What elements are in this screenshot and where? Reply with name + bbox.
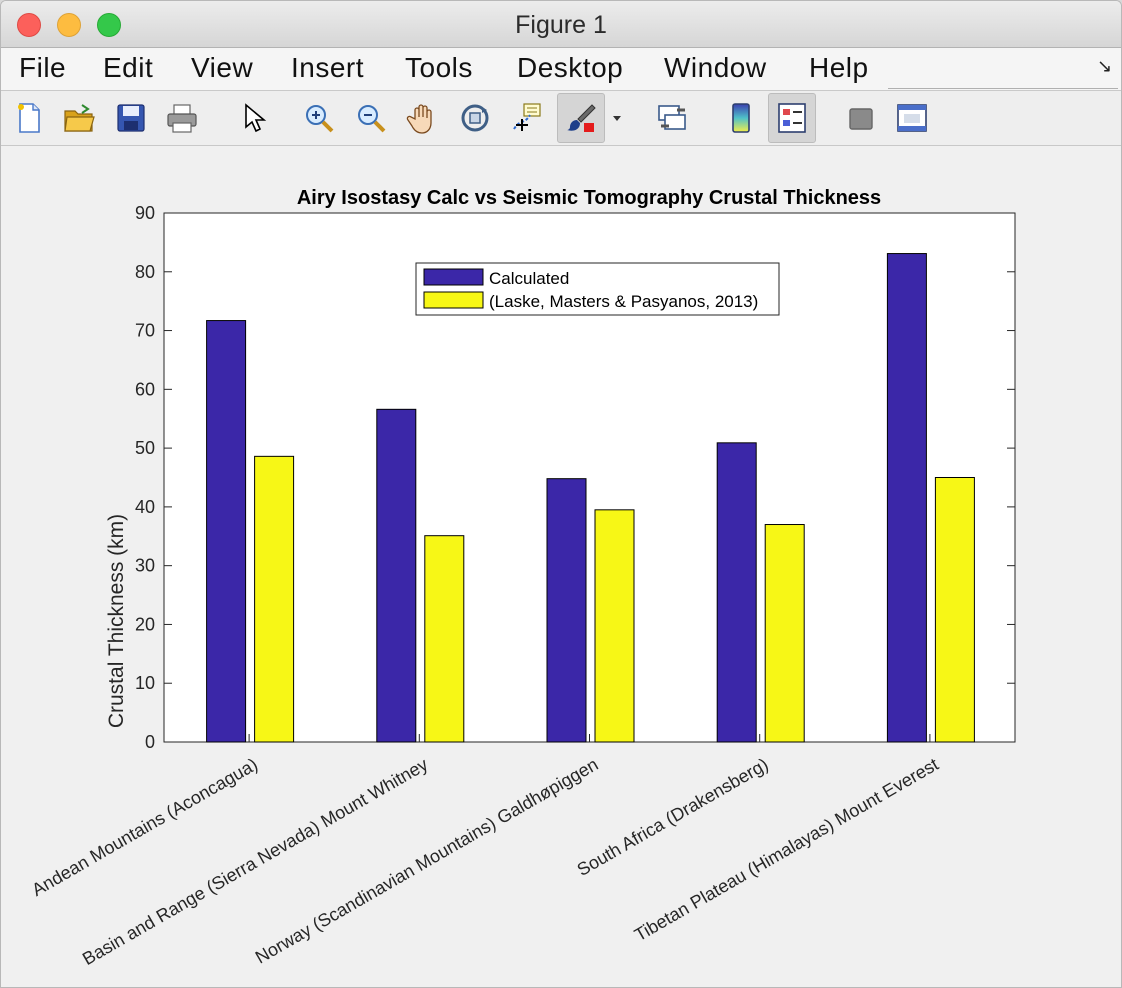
- menu-view[interactable]: View: [191, 52, 254, 83]
- legend-entry-calculated: Calculated: [489, 269, 569, 288]
- menu-help[interactable]: Help: [809, 52, 869, 83]
- rotate-3d-icon[interactable]: [451, 93, 499, 143]
- print-icon[interactable]: [158, 93, 206, 143]
- bar-reference: [934, 477, 975, 743]
- y-tick-label: 60: [135, 379, 155, 399]
- x-tick-label: Tibetan Plateau (Himalayas) Mount Everes…: [631, 754, 942, 945]
- legend-icon[interactable]: [768, 93, 816, 143]
- y-tick-label: 30: [135, 556, 155, 576]
- zoom-in-icon[interactable]: [295, 93, 343, 143]
- menu-window[interactable]: Window: [664, 52, 767, 83]
- pointer-icon[interactable]: [229, 93, 277, 143]
- y-tick-label: 0: [145, 732, 155, 752]
- menu-tools[interactable]: Tools: [405, 52, 473, 83]
- bar-reference: [254, 455, 295, 743]
- toolbar: [1, 91, 1121, 146]
- save-icon[interactable]: [107, 93, 155, 143]
- bar-reference: [594, 509, 635, 743]
- data-cursor-icon[interactable]: [503, 93, 551, 143]
- y-tick-label: 50: [135, 438, 155, 458]
- bar-series: [206, 253, 975, 743]
- bar-calculated: [716, 442, 757, 743]
- y-tick-label: 10: [135, 673, 155, 693]
- menu-divider: [888, 88, 1118, 89]
- zoom-out-icon[interactable]: [347, 93, 395, 143]
- window-title: Figure 1: [515, 11, 607, 39]
- y-tick-label: 70: [135, 321, 155, 341]
- minimize-button[interactable]: [57, 13, 81, 37]
- bar-calculated: [546, 478, 587, 743]
- colorbar-icon[interactable]: [717, 93, 765, 143]
- chart-title: Airy Isostasy Calc vs Seismic Tomography…: [297, 187, 881, 209]
- title-bar[interactable]: Figure 1: [1, 1, 1121, 48]
- bar-calculated: [376, 408, 417, 743]
- new-figure-icon[interactable]: [5, 93, 53, 143]
- legend-entry-reference: (Laske, Masters & Pasyanos, 2013): [489, 292, 758, 311]
- y-tick-label: 20: [135, 614, 155, 634]
- hide-plot-tools-icon[interactable]: [837, 93, 885, 143]
- legend-swatch-calculated: [423, 268, 484, 286]
- y-tick-label: 80: [135, 262, 155, 282]
- y-axis: 0 10 20 30 40 50 60 70 80 90: [135, 203, 1015, 752]
- bar-reference: [764, 524, 805, 743]
- menu-edit[interactable]: Edit: [103, 52, 154, 83]
- open-file-icon[interactable]: [55, 93, 103, 143]
- menu-insert[interactable]: Insert: [291, 52, 365, 83]
- menu-desktop[interactable]: Desktop: [517, 52, 624, 83]
- bar-calculated: [886, 253, 927, 743]
- y-tick-label: 90: [135, 203, 155, 223]
- show-plot-tools-icon[interactable]: [888, 93, 936, 143]
- x-tick-label: Basin and Range (Sierra Nevada) Mount Wh…: [79, 754, 431, 969]
- brush-icon[interactable]: [557, 93, 605, 143]
- y-axis-label: Crustal Thickness (km): [105, 514, 128, 728]
- maximize-button[interactable]: [97, 13, 121, 37]
- close-button[interactable]: [17, 13, 41, 37]
- menu-file[interactable]: File: [19, 52, 67, 83]
- legend-swatch-reference: [423, 291, 484, 309]
- link-plot-icon[interactable]: [648, 93, 696, 143]
- x-axis: Andean Mountains (Aconcagua)Basin and Ra…: [28, 734, 942, 969]
- menu-bar: File Edit View Insert Tools Desktop Wind…: [1, 48, 1121, 91]
- x-tick-label: South Africa (Drakensberg): [574, 754, 772, 880]
- pan-hand-icon[interactable]: [399, 93, 447, 143]
- bar-reference: [424, 535, 465, 743]
- bar-calculated: [206, 320, 247, 743]
- y-tick-label: 40: [135, 497, 155, 517]
- bar-chart: Airy Isostasy Calc vs Seismic Tomography…: [28, 187, 1016, 969]
- dock-arrow-icon[interactable]: ↘: [1097, 56, 1113, 76]
- brush-dropdown-icon[interactable]: [605, 93, 629, 143]
- figure-canvas: Airy Isostasy Calc vs Seismic Tomography…: [1, 146, 1121, 987]
- x-tick-label: Norway (Scandinavian Mountains) Galdhøpi…: [252, 754, 602, 967]
- legend[interactable]: Calculated (Laske, Masters & Pasyanos, 2…: [415, 262, 780, 316]
